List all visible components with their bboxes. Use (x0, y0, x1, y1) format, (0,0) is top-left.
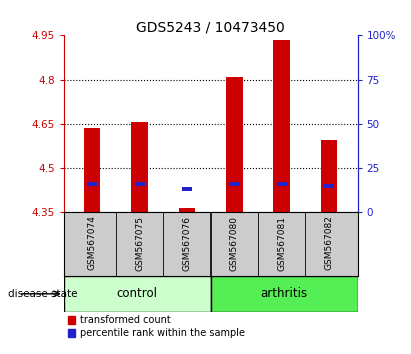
Bar (87, 182, 97, 187)
Bar (321, 140, 337, 212)
Text: GSM567082: GSM567082 (325, 216, 334, 270)
Legend: transformed count, percentile rank within the sample: transformed count, percentile rank withi… (64, 312, 249, 342)
Text: GSM567080: GSM567080 (230, 216, 239, 270)
Text: GSM567074: GSM567074 (88, 216, 97, 270)
Bar (131, 122, 148, 212)
Bar (182, 187, 192, 191)
Text: control: control (117, 287, 158, 300)
Title: GDS5243 / 10473450: GDS5243 / 10473450 (136, 20, 285, 34)
Bar (229, 182, 239, 187)
Text: GSM567075: GSM567075 (135, 216, 144, 270)
Bar (84, 129, 100, 212)
Bar (64, 276, 211, 312)
Text: disease state: disease state (8, 289, 78, 299)
Bar (211, 276, 358, 312)
Bar (324, 184, 334, 188)
Bar (134, 182, 145, 187)
Bar (226, 77, 242, 212)
Text: GSM567076: GSM567076 (182, 216, 192, 270)
Bar (277, 182, 287, 187)
Text: arthritis: arthritis (261, 287, 308, 300)
Bar (273, 40, 290, 212)
Text: GSM567081: GSM567081 (277, 216, 286, 270)
Bar (179, 208, 195, 212)
